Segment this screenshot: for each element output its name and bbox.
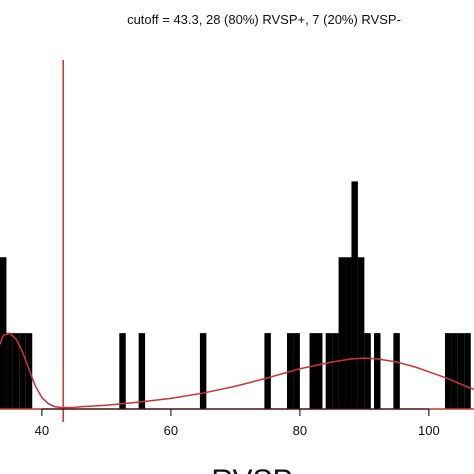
histogram-bar xyxy=(451,333,458,409)
x-tick-label: 100 xyxy=(418,423,440,438)
histogram-bar xyxy=(444,333,452,409)
histogram-bar xyxy=(138,333,146,409)
x-tick-label: 40 xyxy=(35,423,49,438)
histogram-bar xyxy=(357,257,365,409)
density-curve xyxy=(0,332,474,409)
histogram-bar xyxy=(316,333,323,409)
histogram-bar xyxy=(0,257,7,409)
histogram-bar xyxy=(464,333,471,409)
histogram-bar xyxy=(12,333,20,409)
histogram-bar xyxy=(332,333,339,409)
histogram-bar xyxy=(19,333,26,409)
histogram-bar xyxy=(119,333,126,409)
histogram-bar xyxy=(364,333,371,409)
x-axis-label: RVSP xyxy=(211,464,292,474)
histogram-bar xyxy=(325,333,333,409)
histogram-bar xyxy=(293,333,300,409)
x-axis: 40 60 80 100 xyxy=(35,408,440,438)
x-tick-label: 60 xyxy=(164,423,178,438)
histogram-bar xyxy=(309,333,316,409)
chart-title: cutoff = 43.3, 28 (80%) RVSP+, 7 (20%) R… xyxy=(127,12,401,27)
histogram-bar xyxy=(338,257,346,409)
histogram-bar xyxy=(457,333,465,409)
histogram-bar xyxy=(374,333,381,409)
histogram-bar xyxy=(264,333,271,409)
bars-group xyxy=(0,181,471,409)
x-tick-label: 80 xyxy=(293,423,307,438)
histogram-bar xyxy=(199,333,207,409)
histogram-bar xyxy=(351,181,358,409)
histogram-bar xyxy=(6,333,13,409)
density-curve-group xyxy=(0,60,474,422)
histogram-bar xyxy=(345,257,352,409)
histogram-bar xyxy=(393,333,400,409)
